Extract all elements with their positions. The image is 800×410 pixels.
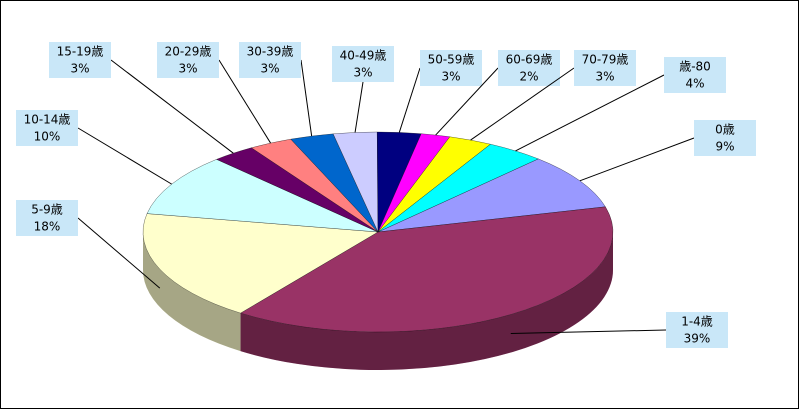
label-box	[49, 42, 111, 78]
slice-value-label: 3%	[595, 70, 614, 84]
label-box	[157, 42, 219, 78]
leader-line	[77, 217, 161, 289]
label-box	[16, 110, 78, 146]
leader-line	[354, 81, 364, 133]
slice-label: 50-59歳	[428, 53, 475, 67]
slice-value-label: 39%	[684, 332, 711, 346]
leader-line	[300, 59, 313, 137]
label-box	[239, 42, 301, 78]
slice-side-shade	[240, 232, 613, 370]
slice-label: 1-4歳	[681, 315, 713, 329]
label-box	[498, 50, 560, 86]
slice-label: 60-69歳	[506, 53, 553, 67]
slice-value-label: 3%	[260, 62, 279, 76]
label-box	[574, 50, 636, 86]
leader-line	[77, 127, 172, 185]
label-box	[332, 46, 394, 82]
slice	[240, 206, 614, 333]
slice-value-label: 18%	[34, 220, 61, 234]
slice-value-label: 4%	[685, 77, 704, 91]
label-box	[420, 50, 482, 86]
slice-label: 0歳	[715, 123, 735, 137]
slice-value-label: 3%	[353, 66, 372, 80]
slice-label: 5-9歳	[31, 203, 63, 217]
slice	[377, 158, 606, 233]
leader-line	[435, 67, 499, 136]
slice-label: 40-49歳	[340, 49, 387, 63]
slice	[146, 159, 379, 233]
slice-label: 15-19歳	[57, 45, 104, 59]
slice	[142, 213, 379, 314]
leader-line	[110, 59, 234, 154]
slice-label: 10-14歳	[24, 113, 71, 127]
slice-value-label: 3%	[441, 70, 460, 84]
slice-side-shade	[143, 232, 241, 352]
slice-value-label: 10%	[34, 130, 61, 144]
slice	[377, 144, 539, 233]
slice-value-label: 9%	[715, 140, 734, 154]
slice-label: 70-79歳	[582, 53, 629, 67]
label-box	[16, 200, 78, 236]
leader-line	[510, 329, 667, 335]
slice-label: 歳-80	[679, 60, 711, 74]
slice-value-label: 3%	[70, 62, 89, 76]
label-box	[694, 120, 756, 156]
leader-line	[579, 137, 695, 182]
slice-side	[143, 232, 241, 352]
leader-line	[398, 67, 421, 133]
slice-label: 20-29歳	[165, 45, 212, 59]
label-box	[664, 57, 726, 93]
leader-line	[218, 59, 272, 144]
label-box	[666, 312, 728, 348]
leader-line	[470, 67, 575, 141]
leader-line	[515, 74, 665, 152]
slice-label: 30-39歳	[247, 45, 294, 59]
slice-side	[240, 232, 613, 370]
slice-value-label: 3%	[178, 62, 197, 76]
slice-value-label: 2%	[519, 70, 538, 84]
